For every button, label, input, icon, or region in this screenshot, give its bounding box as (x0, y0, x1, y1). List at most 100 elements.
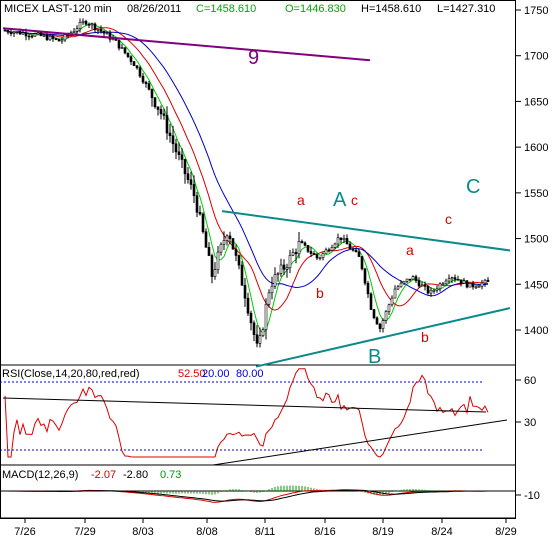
time-tick-label: 8/08 (196, 526, 217, 538)
candle-body (378, 323, 382, 329)
time-tick-label: 8/24 (431, 526, 452, 538)
time-tick-label: 7/26 (14, 526, 35, 538)
trendline-9 (2, 27, 371, 62)
time-tick-label: 7/29 (74, 526, 95, 538)
subwave-c-label: c (351, 192, 358, 208)
ma-slow-line (4, 30, 489, 297)
price-tick-label: 1650 (524, 96, 548, 108)
candle-body (42, 34, 46, 37)
candle-body (402, 281, 406, 284)
candle-body (81, 20, 85, 23)
candle-body (453, 277, 457, 280)
close-label: C=1458.610 (196, 3, 256, 15)
price-tick-label: 1700 (524, 51, 548, 63)
candle-body (135, 65, 139, 69)
candle-body (90, 23, 94, 26)
rsi-line (4, 368, 489, 458)
candle-body (366, 282, 370, 295)
candle-body (96, 28, 100, 31)
time-axis: 7/26 7/29 8/03 8/08 8/11 8/16 8/19 8/24 8/29 (14, 518, 517, 538)
candle-body (225, 235, 229, 241)
candle-body (306, 245, 310, 252)
candle-body (387, 304, 391, 312)
candle-body (342, 238, 346, 240)
candle-body (207, 247, 211, 256)
macd-signal-value: -2.80 (123, 469, 148, 481)
candle-body (243, 285, 247, 299)
candle-body (51, 35, 55, 39)
candle-body (465, 280, 469, 288)
candle-body (57, 38, 61, 42)
candle-body (375, 317, 379, 325)
candle-body (339, 237, 343, 240)
candle-body (228, 235, 232, 239)
candle-body (195, 195, 199, 213)
candle-body (183, 159, 187, 175)
candle-body (192, 184, 196, 197)
candle-body (3, 29, 7, 32)
time-tick-label: 8/03 (132, 526, 153, 538)
candle-body (45, 34, 49, 41)
candle-body (150, 88, 154, 99)
candle-body (222, 240, 226, 245)
candle-body (123, 47, 127, 54)
candle-body (300, 241, 304, 244)
candle-body (405, 278, 409, 282)
candle-body (411, 276, 415, 280)
candle-body (462, 280, 466, 284)
candle-body (33, 33, 37, 37)
candle-body (414, 276, 418, 281)
candle-body (234, 248, 238, 256)
candle-body (9, 31, 13, 34)
candle-body (147, 83, 151, 90)
rsi-lower-level: 20.00 (202, 368, 230, 380)
candle-body (324, 249, 328, 254)
candle-body (36, 32, 40, 35)
rsi-upper-level: 80.00 (236, 368, 264, 380)
candle-body (441, 283, 445, 286)
candle-body (264, 303, 268, 330)
candle-body (477, 285, 481, 288)
candle-body (474, 286, 478, 289)
ma-medium-line (4, 27, 489, 311)
candle-body (354, 249, 358, 253)
candle-body (381, 320, 385, 329)
candle-body (294, 252, 298, 255)
candle-body (330, 247, 334, 251)
candle-body (483, 279, 487, 284)
time-tick-label: 8/16 (314, 526, 335, 538)
macd-label: MACD(12,26,9) (2, 469, 78, 481)
macd-value: -2.07 (91, 469, 116, 481)
candle-body (303, 242, 307, 246)
candle-body (459, 279, 463, 284)
candle-body (372, 309, 376, 319)
ma-fast-line (4, 22, 489, 334)
subwave-b2-label: b (421, 329, 429, 345)
candle-body (27, 35, 31, 38)
candle-body (360, 256, 364, 270)
price-tick-label: 1450 (524, 279, 548, 291)
candle-body (240, 264, 244, 286)
candle-body (84, 20, 88, 25)
time-tick-label: 8/19 (372, 526, 393, 538)
low-label: L=1427.310 (437, 3, 495, 15)
candle-body (18, 31, 22, 35)
moving-averages (4, 22, 489, 334)
candle-body (30, 35, 34, 38)
candle-body (198, 212, 202, 215)
candle-body (105, 32, 109, 35)
subwave-a-label: a (297, 192, 305, 208)
candle-body (237, 255, 241, 266)
candle-body (444, 280, 448, 285)
candle-body (180, 154, 184, 160)
candle-body (39, 32, 43, 36)
candle-body (486, 279, 490, 282)
candle-body (282, 264, 286, 270)
candle-body (168, 132, 172, 137)
candle-body (249, 312, 253, 324)
candle-body (438, 283, 442, 290)
candle-body (261, 329, 265, 337)
candle-body (429, 289, 433, 294)
time-tick-label: 8/29 (495, 526, 516, 538)
price-tick-label: 1750 (524, 5, 548, 17)
